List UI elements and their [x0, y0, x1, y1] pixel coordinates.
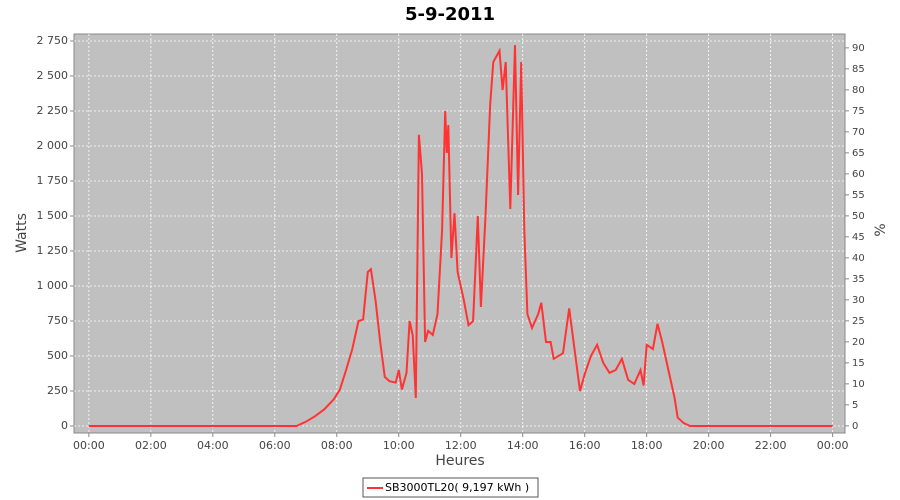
y-tick-label: 2 250 — [37, 104, 69, 117]
y-tick-label: 500 — [47, 349, 68, 362]
y2-tick-label: 5 — [852, 400, 858, 411]
x-tick-label: 10:00 — [383, 439, 415, 452]
x-tick-label: 22:00 — [755, 439, 787, 452]
chart-title: 5-9-2011 — [405, 4, 495, 25]
y2-tick-label: 40 — [852, 253, 865, 264]
y2-tick-label: 10 — [852, 379, 865, 390]
y2-tick-label: 25 — [852, 316, 865, 327]
y2-tick-label: 60 — [852, 169, 865, 180]
y2-axis-label: % — [873, 223, 889, 236]
x-tick-label: 08:00 — [321, 439, 353, 452]
y-tick-label: 0 — [61, 419, 68, 432]
y2-tick-label: 70 — [852, 127, 865, 138]
y-tick-label: 1 250 — [37, 244, 69, 257]
y2-tick-label: 90 — [852, 43, 865, 54]
y-tick-label: 2 000 — [37, 139, 69, 152]
y-tick-label: 750 — [47, 314, 68, 327]
x-axis-label: Heures — [435, 453, 484, 469]
x-tick-label: 02:00 — [135, 439, 167, 452]
x-tick-label: 18:00 — [631, 439, 663, 452]
y-tick-label: 1 750 — [37, 174, 69, 187]
x-tick-label: 20:00 — [693, 439, 725, 452]
line-series — [88, 45, 833, 427]
legend-box — [362, 477, 539, 498]
y-tick-label: 1 500 — [37, 209, 69, 222]
x-tick-label: 00:00 — [73, 439, 105, 452]
x-tick-label: 12:00 — [445, 439, 477, 452]
y2-tick-label: 0 — [852, 421, 858, 432]
y2-tick-label: 75 — [852, 106, 865, 117]
x-tick-label: 06:00 — [259, 439, 291, 452]
y-tick-label: 1 000 — [37, 279, 69, 292]
y2-tick-label: 50 — [852, 211, 865, 222]
y-tick-label: 2 500 — [37, 69, 69, 82]
y2-tick-label: 85 — [852, 64, 865, 75]
legend-label: SB3000TL20( 9,197 kWh ) — [385, 481, 529, 494]
x-tick-label: 16:00 — [569, 439, 601, 452]
y2-tick-label: 45 — [852, 232, 865, 243]
x-tick-label: 04:00 — [197, 439, 229, 452]
y-tick-label: 2 750 — [37, 34, 69, 47]
y2-tick-label: 80 — [852, 85, 865, 96]
x-tick-label: 14:00 — [507, 439, 539, 452]
y2-tick-label: 15 — [852, 358, 865, 369]
y2-tick-label: 65 — [852, 148, 865, 159]
y2-tick-label: 55 — [852, 190, 865, 201]
y-tick-label: 250 — [47, 384, 68, 397]
y2-tick-label: 20 — [852, 337, 865, 348]
y2-tick-label: 30 — [852, 295, 865, 306]
y-axis-label: Watts — [14, 213, 30, 253]
plot-area — [73, 33, 846, 434]
y2-tick-label: 35 — [852, 274, 865, 285]
x-tick-label: 00:00 — [817, 439, 849, 452]
